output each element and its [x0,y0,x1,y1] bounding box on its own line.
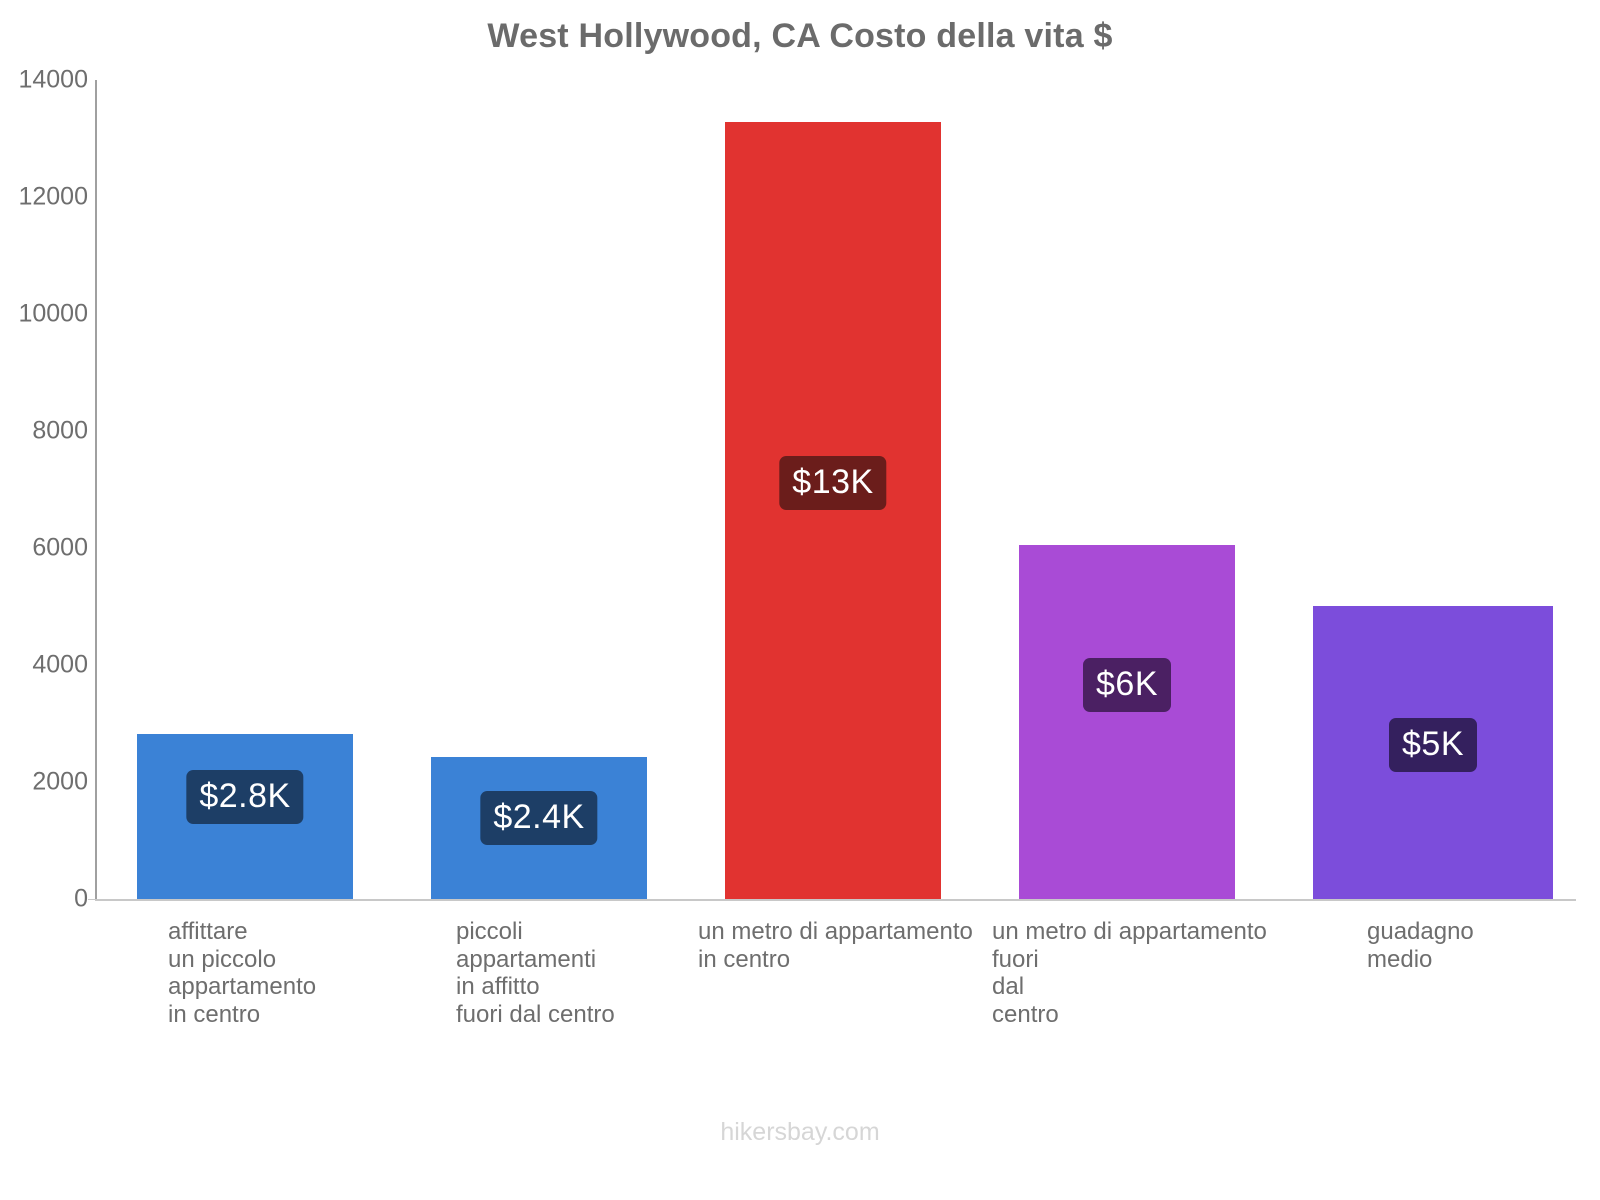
y-tick-label-0: 0 [74,884,88,913]
x-label-piccoli-appartamenti-in-affitto-fuori-dal-centro: piccoli appartamenti in affitto fuori da… [456,918,615,1028]
bar-value-label: $6K [1083,658,1171,712]
y-tick-label-4000: 4000 [32,650,88,679]
bar-value-label: $13K [779,456,887,510]
y-axis-line [95,80,97,900]
x-axis-line [95,899,1576,901]
x-label-un-metro-di-appartamento-in-centro: un metro di appartamento in centro [698,918,973,973]
bar-piccoli-appartamenti-in-affitto-fuori-dal-centro[interactable]: $2.4K [431,757,647,899]
y-tick-mark-0 [88,899,97,900]
bar-affittare-un-piccolo-appartamento-in-centro[interactable]: $2.8K [137,734,353,899]
plot-area: $2.8K $2.4K $13K $6K $5K [95,80,1575,899]
y-tick-label-14000: 14000 [18,65,88,94]
y-axis-tick-labels: 14000 12000 10000 8000 6000 4000 2000 0 [0,0,88,1200]
x-label-un-metro-di-appartamento-fuori-dal-centro: un metro di appartamento fuori dal centr… [992,918,1267,1028]
y-tick-label-8000: 8000 [32,416,88,445]
bar-value-label: $2.4K [480,791,598,845]
y-tick-label-6000: 6000 [32,533,88,562]
bar-un-metro-di-appartamento-in-centro[interactable]: $13K [725,122,941,899]
x-axis-category-labels: affittare un piccolo appartamento in cen… [95,918,1575,1078]
x-label-affittare-un-piccolo-appartamento-in-centro: affittare un piccolo appartamento in cen… [168,918,317,1028]
y-tick-label-10000: 10000 [18,299,88,328]
bar-guadagno-medio[interactable]: $5K [1313,606,1553,899]
footer-watermark: hikersbay.com [720,1118,880,1146]
y-tick-label-12000: 12000 [18,182,88,211]
bar-value-label: $5K [1389,718,1477,772]
x-label-guadagno-medio: guadagno medio [1367,918,1474,973]
bar-value-label: $2.8K [186,770,304,824]
y-tick-label-2000: 2000 [32,767,88,796]
chart-title: West Hollywood, CA Costo della vita $ [487,17,1113,55]
bar-un-metro-di-appartamento-fuori-dal-centro[interactable]: $6K [1019,545,1235,899]
